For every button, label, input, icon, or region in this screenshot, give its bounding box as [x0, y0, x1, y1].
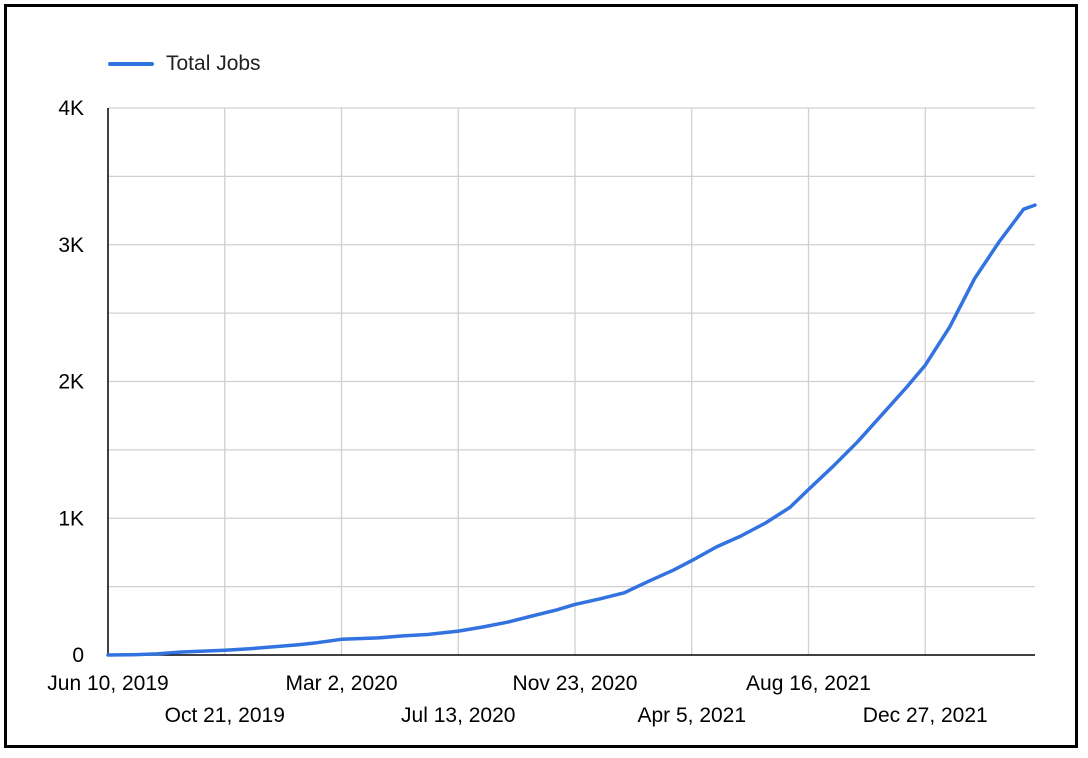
x-tick-label: Mar 2, 2020: [285, 672, 397, 695]
series-line-total-jobs: [106, 203, 1037, 657]
y-tick-label: 0: [72, 644, 84, 667]
legend-swatch-total-jobs: [108, 62, 154, 66]
x-tick-label: Jul 13, 2020: [401, 704, 515, 727]
x-tick-label: Aug 16, 2021: [746, 672, 871, 695]
x-tick-label: Apr 5, 2021: [637, 704, 746, 727]
y-tick-label: 1K: [58, 507, 84, 530]
x-tick-label: Oct 21, 2019: [165, 704, 285, 727]
legend-label-total-jobs: Total Jobs: [166, 52, 261, 75]
chart-frame: [4, 4, 1078, 748]
y-tick-label: 3K: [58, 234, 84, 257]
x-tick-label: Jun 10, 2019: [47, 672, 168, 695]
y-tick-label: 4K: [58, 97, 84, 120]
x-tick-label: Nov 23, 2020: [513, 672, 638, 695]
x-tick-label: Dec 27, 2021: [863, 704, 988, 727]
y-tick-label: 2K: [58, 371, 84, 394]
legend: Total Jobs: [108, 50, 261, 78]
